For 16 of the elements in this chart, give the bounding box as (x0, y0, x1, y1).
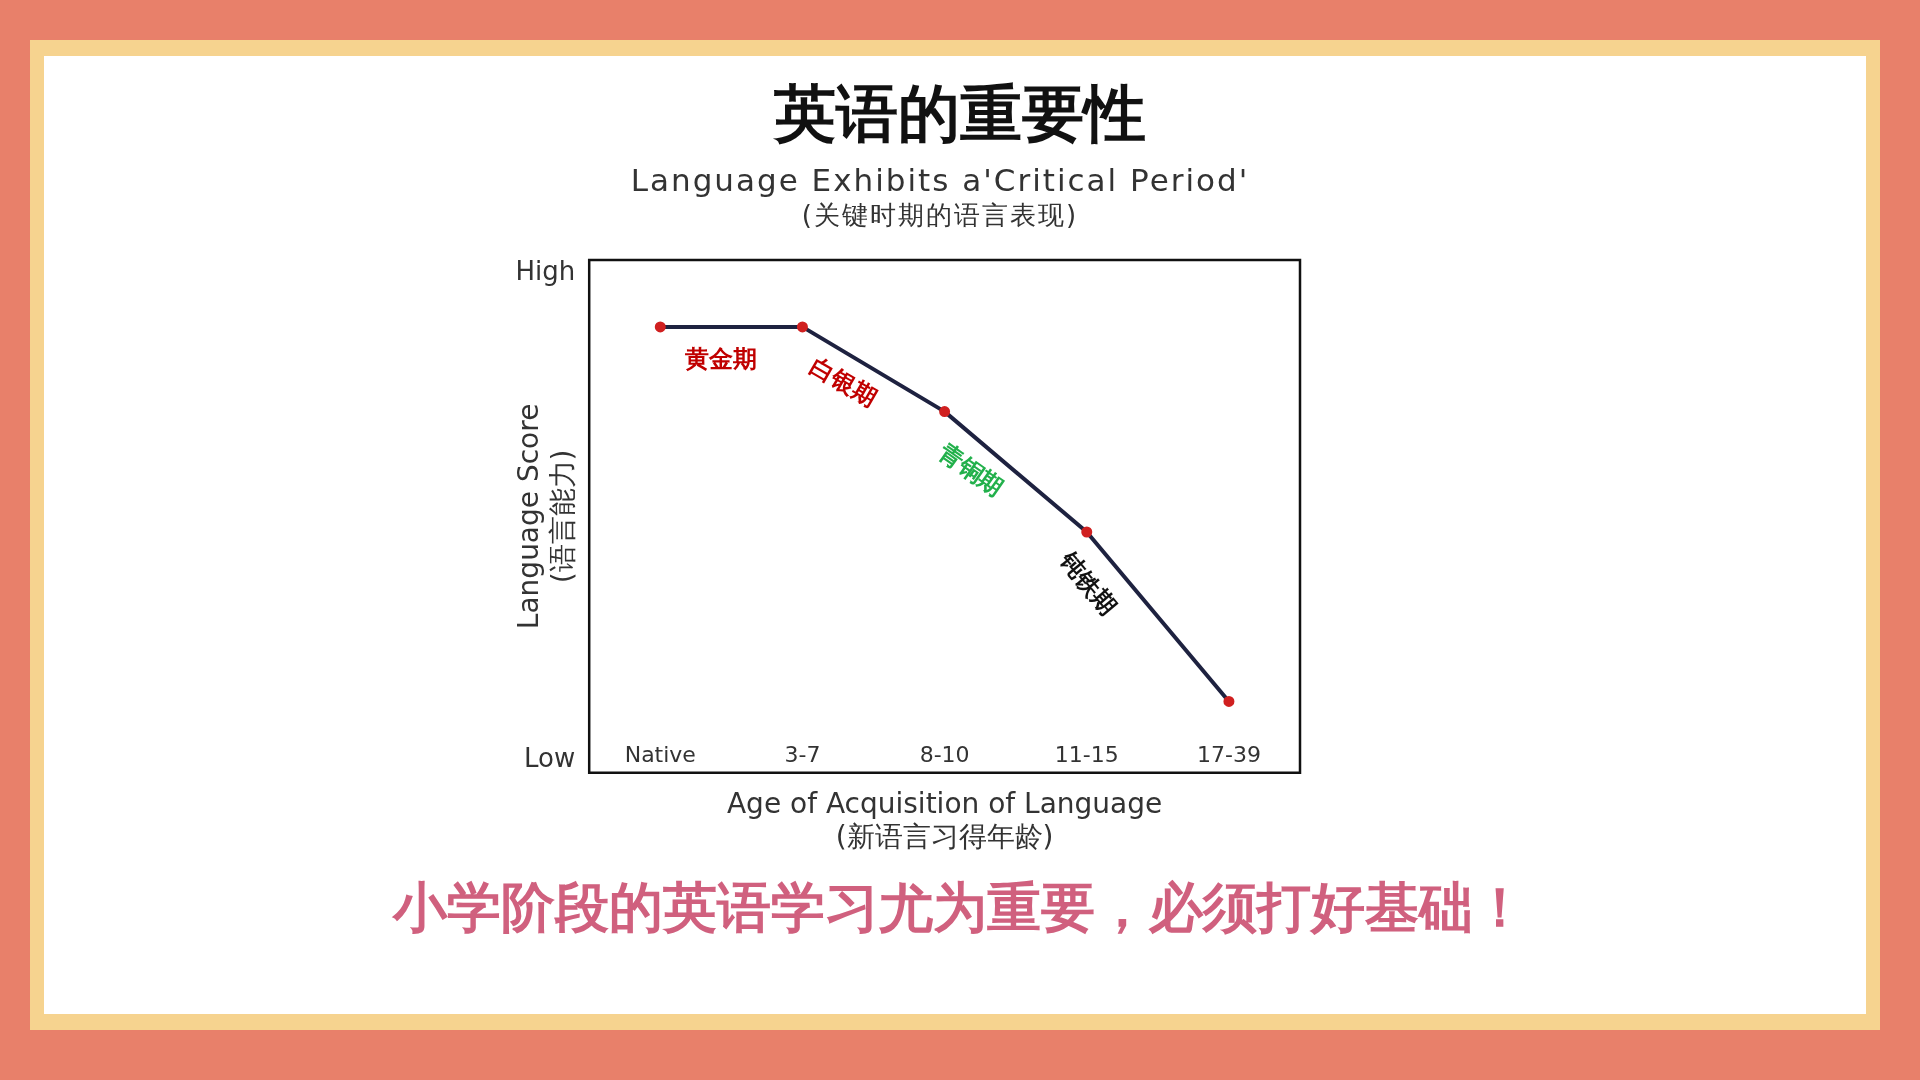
annotation: 青铜期 (932, 437, 1009, 502)
x-tick-label: Native (624, 741, 696, 767)
text: High (515, 255, 576, 286)
annotation: 钝铁期 (1053, 546, 1122, 621)
chart-subtitle: Language Exhibits a'Critical Period' (关键时期的语言表现) (629, 162, 1251, 232)
x-tick-label: 17-39 (1196, 741, 1261, 767)
x-tick-label: 3-7 (784, 741, 821, 767)
chart-title: 英语的重要性 (772, 76, 1147, 152)
text: Low (524, 742, 576, 773)
y-axis-title: Language Score (语言能力) (512, 403, 579, 630)
annotation: 白银期 (804, 351, 882, 413)
x-axis-title: Age of Acquisition of Language (新语言习得年龄) (726, 786, 1163, 854)
annotation: 黄金期 (684, 345, 758, 374)
x-tick-label: 8-10 (919, 741, 970, 767)
text: 小学阶段的英语学习尤为重要，必须打好基础！ (391, 875, 1528, 941)
x-tick-label: 11-15 (1054, 741, 1119, 767)
